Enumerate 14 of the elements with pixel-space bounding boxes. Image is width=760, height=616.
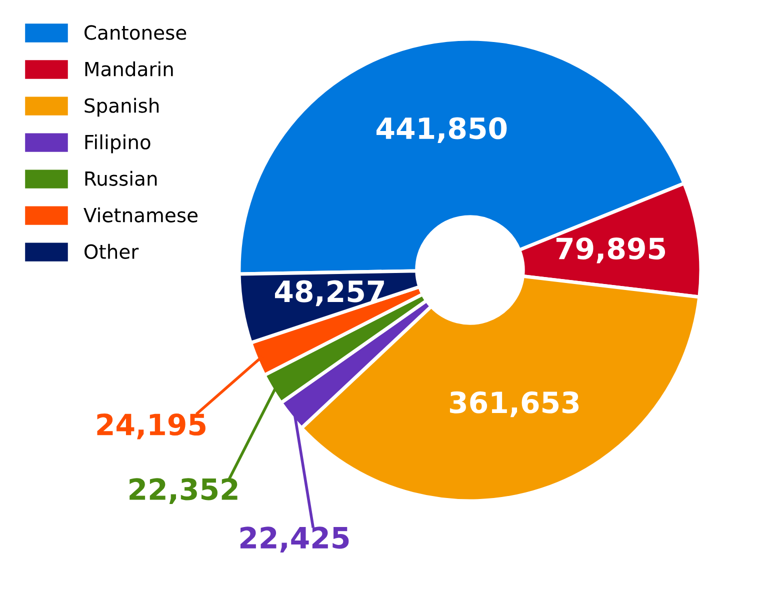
legend-label: Cantonese bbox=[84, 25, 186, 40]
legend-label: Vietnamese bbox=[84, 207, 198, 222]
data-label: 79,895 bbox=[556, 237, 666, 264]
data-label: 48,257 bbox=[274, 280, 384, 306]
data-label: 22,352 bbox=[130, 478, 238, 504]
legend-label: Spanish bbox=[84, 98, 159, 117]
data-label: 22,425 bbox=[240, 526, 349, 552]
data-label: 24,195 bbox=[97, 413, 206, 440]
legend-label: Mandarin bbox=[85, 61, 173, 76]
legend-label: Other bbox=[84, 244, 139, 259]
data-label: 361,653 bbox=[450, 391, 579, 418]
legend-label: Russian bbox=[85, 170, 157, 186]
legend-label: Filipino bbox=[85, 134, 150, 154]
data-label: 441,850 bbox=[376, 117, 507, 143]
